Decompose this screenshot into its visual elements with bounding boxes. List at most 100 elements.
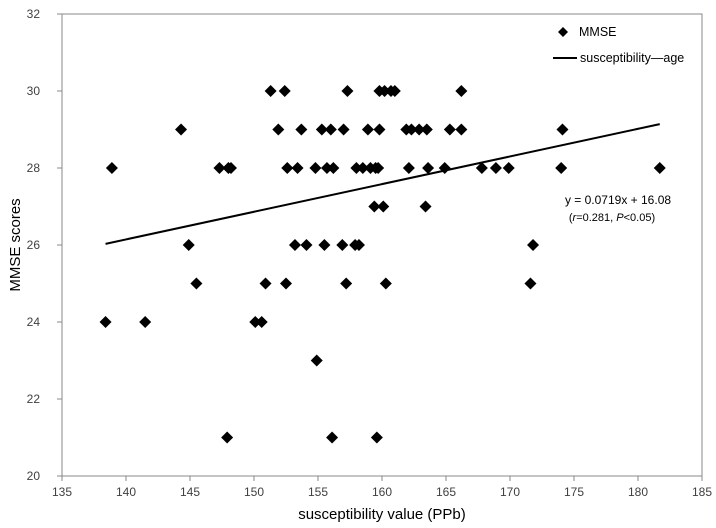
x-tick-label: 180 [628,485,648,499]
x-tick-label: 170 [500,485,520,499]
data-point [278,85,291,97]
data-point [388,85,401,97]
data-point [280,277,292,290]
data-point [340,277,353,290]
data-point [443,123,456,136]
data-point [555,162,568,174]
data-point [327,162,340,174]
legend: MMSE susceptibility—age [553,25,684,65]
legend-label-mmse: MMSE [579,25,617,39]
data-point [502,162,515,174]
data-point [475,162,488,174]
trendline-equation: y = 0.0719x + 16.08 [565,193,671,207]
data-points-layer [99,85,666,444]
x-tick-label: 145 [180,485,200,499]
data-point [361,123,374,136]
trendline-layer [105,123,660,245]
data-point [350,162,363,174]
data-point [373,123,386,136]
y-tick-label: 24 [27,315,41,329]
data-point [336,239,349,251]
data-point [489,162,502,174]
x-axis: 135 140 145 150 155 160 165 170 175 180 185 [52,476,712,499]
x-tick-label: 135 [52,485,72,499]
stats-open-paren: ( [569,212,573,224]
data-point [527,239,540,251]
data-point [249,316,262,328]
data-point [259,277,272,290]
y-tick-label: 22 [27,392,41,406]
y-tick-label: 30 [27,84,41,98]
data-point [295,123,308,136]
x-tick-label: 165 [436,485,456,499]
data-point [419,200,432,213]
data-point [310,354,323,367]
data-point [413,123,426,136]
y-tick-label: 32 [27,7,41,21]
data-point [438,162,451,174]
data-point [402,162,415,174]
data-point [309,162,322,174]
x-tick-label: 160 [372,485,392,499]
data-point [291,162,304,174]
data-point [356,162,369,174]
data-point [337,123,350,136]
data-point [368,200,381,213]
data-point [352,239,365,251]
data-point [326,431,339,444]
data-point [182,239,195,251]
legend-label-trend: susceptibility—age [580,51,684,65]
legend-marker-mmse [558,27,568,37]
trendline-stats: (r=0.281, P<0.05) [569,212,655,224]
data-point [324,123,337,136]
y-tick-label: 20 [27,469,41,483]
data-point [370,431,383,444]
y-tick-label: 26 [27,238,41,252]
data-point [455,85,468,97]
data-point [175,123,188,136]
data-point [377,200,390,213]
data-point [213,162,226,174]
stats-r-symbol: r [573,212,578,224]
trendline [105,123,660,245]
data-point [221,431,234,444]
data-point [288,239,301,251]
data-point [378,85,391,97]
data-point [341,85,354,97]
data-point [420,123,433,136]
x-tick-label: 155 [308,485,328,499]
data-point [300,239,313,251]
data-point [379,277,392,290]
data-point [139,316,152,328]
data-point [224,162,237,174]
data-point [320,162,333,174]
x-tick-label: 150 [244,485,264,499]
data-point [272,123,285,136]
data-point [372,162,385,174]
stats-p-symbol: P [616,212,624,224]
x-axis-title: susceptibility value (PPb) [298,506,466,523]
y-tick-label: 28 [27,161,41,175]
y-axis-title: MMSE scores [7,198,24,291]
data-point [455,123,468,136]
data-point [190,277,203,290]
x-tick-label: 185 [692,485,712,499]
data-point [99,316,112,328]
data-point [281,162,294,174]
data-point [315,123,328,136]
y-axis: 20 22 24 26 28 30 32 [27,7,62,483]
data-point [105,162,118,174]
x-tick-label: 140 [116,485,136,499]
data-point [653,162,666,174]
data-point [422,162,435,174]
data-point [264,85,277,97]
x-tick-label: 175 [564,485,584,499]
data-point [556,123,569,136]
stats-r-value: =0.281, [576,212,616,224]
stats-p-value: <0.05) [624,212,656,224]
data-point [318,239,331,251]
data-point [524,277,537,290]
data-point [255,316,268,328]
